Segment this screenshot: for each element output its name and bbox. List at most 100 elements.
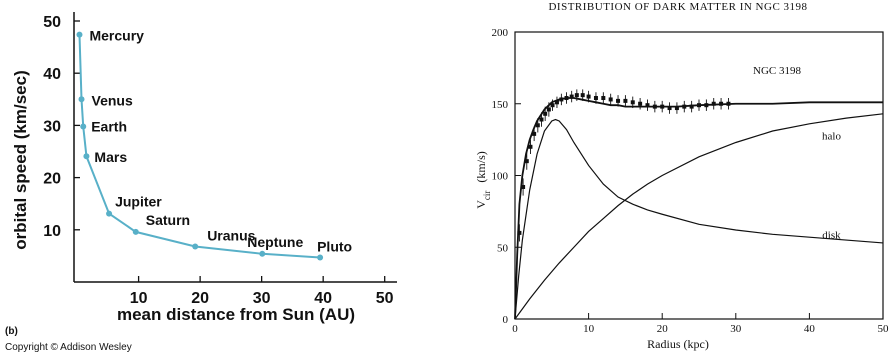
right-y-tick-label-3: 150 [492, 99, 509, 111]
observed-point-19 [608, 97, 613, 102]
left-x-tick-label-4: 50 [376, 290, 394, 307]
right-x-tick-label-5: 50 [878, 323, 890, 335]
observed-point-9 [550, 103, 555, 108]
observed-point-26 [660, 104, 665, 109]
planet-point-neptune [259, 250, 266, 257]
right-y-label-units: (km/s) [474, 151, 488, 182]
right-chart-title: DISTRIBUTION OF DARK MATTER IN NGC 3198 [548, 1, 807, 13]
observed-point-32 [704, 103, 709, 108]
observed-point-28 [674, 106, 679, 111]
left-y-tick-label-3: 40 [43, 66, 61, 83]
observed-point-24 [645, 103, 650, 108]
right-y-axis-label: Vcir (km/s) [474, 151, 492, 209]
left-y-axis-label: orbital speed (km/sec) [11, 70, 30, 250]
observed-point-12 [564, 96, 569, 101]
right-x-tick-label-3: 30 [730, 323, 742, 335]
planet-point-earth [80, 123, 87, 130]
planet-label-mars: Mars [94, 149, 127, 165]
planet-point-saturn [132, 228, 139, 235]
disk-label: disk [822, 230, 841, 242]
left-y-tick-label-2: 30 [43, 118, 61, 135]
right-plot-frame [514, 31, 884, 320]
halo-label: halo [822, 131, 841, 143]
orbital-speed-axes [73, 12, 397, 283]
left-y-tick-label-4: 50 [43, 14, 61, 31]
planet-point-venus [78, 96, 85, 103]
observed-point-13 [569, 94, 574, 99]
planet-label-venus: Venus [92, 92, 133, 108]
left-x-tick-label-1: 20 [191, 290, 209, 307]
planet-point-uranus [192, 243, 199, 250]
planet-point-pluto [317, 254, 324, 261]
observed-point-20 [616, 98, 621, 103]
figure-label: (b) [5, 326, 18, 337]
right-y-tick-label-1: 50 [497, 242, 509, 254]
right-x-tick-label-2: 20 [657, 323, 669, 335]
observed-point-15 [580, 93, 585, 98]
dark-matter-chart: DISTRIBUTION OF DARK MATTER IN NGC 3198 … [474, 1, 889, 351]
copyright-text: Copyright © Addison Wesley [5, 342, 132, 353]
observed-point-8 [546, 107, 551, 112]
left-x-tick-label-0: 10 [130, 290, 148, 307]
observed-point-34 [719, 101, 724, 106]
right-data-points [517, 89, 731, 242]
left-y-tick-label-0: 10 [43, 223, 61, 240]
right-x-tick-label-4: 40 [804, 323, 816, 335]
planet-points [76, 31, 324, 261]
observed-point-30 [689, 104, 694, 109]
planet-label-earth: Earth [91, 118, 127, 134]
observed-point-25 [652, 104, 657, 109]
right-y-tick-label-0: 0 [503, 314, 509, 326]
disk-curve [514, 118, 884, 320]
observed-point-27 [667, 106, 672, 111]
observed-point-6 [539, 117, 544, 122]
galaxy-label: NGC 3198 [753, 65, 801, 77]
right-x-axis-label: Radius (kpc) [647, 337, 709, 351]
right-y-tick-label-4: 200 [492, 27, 509, 39]
left-x-tick-label-2: 30 [253, 290, 271, 307]
observed-point-7 [543, 111, 548, 116]
left-y-tick-label-1: 20 [43, 171, 61, 188]
planet-label-pluto: Pluto [317, 238, 352, 254]
observed-point-29 [682, 104, 687, 109]
observed-point-10 [554, 100, 559, 105]
planet-label-saturn: Saturn [146, 212, 190, 228]
left-x-axis-label: mean distance from Sun (AU) [117, 305, 355, 324]
observed-point-0 [517, 230, 522, 235]
right-y-tick-label-2: 100 [492, 171, 509, 183]
observed-point-14 [574, 93, 579, 98]
planet-point-jupiter [106, 210, 113, 217]
right-x-tick-label-0: 0 [512, 323, 518, 335]
orbital-speed-chart: 10 20 30 40 50 10 20 30 40 50 Mercury Venus Earth Ma… [5, 12, 397, 353]
observed-point-5 [535, 123, 540, 128]
observed-point-22 [630, 100, 635, 105]
left-x-tick-label-3: 40 [314, 290, 332, 307]
observed-point-3 [528, 144, 533, 149]
planet-point-mercury [76, 31, 83, 38]
left-ticks: 10 20 30 40 50 10 20 30 40 50 [43, 14, 393, 307]
observed-point-18 [601, 96, 606, 101]
observed-point-17 [593, 96, 598, 101]
right-y-label-main: V [474, 200, 488, 209]
planet-label-jupiter: Jupiter [115, 194, 162, 210]
observed-point-33 [711, 101, 716, 106]
observed-point-1 [521, 184, 526, 189]
halo-curve [514, 113, 884, 320]
right-ticks: 0 10 20 30 40 50 0 50 100 150 200 [492, 27, 890, 335]
planet-point-mars [83, 153, 90, 160]
observed-point-23 [638, 101, 643, 106]
observed-point-35 [726, 101, 731, 106]
right-x-tick-label-1: 10 [583, 323, 595, 335]
right-y-label-sub: cir [482, 191, 492, 201]
planet-label-mercury: Mercury [89, 28, 144, 44]
orbital-speed-curve [78, 34, 321, 259]
observed-point-4 [532, 131, 537, 136]
planet-label-uranus: Uranus [207, 228, 255, 244]
observed-point-21 [623, 98, 628, 103]
planet-labels: Mercury Venus Earth Mars Jupiter Saturn Uranus… [89, 28, 352, 255]
planet-label-neptune: Neptune [247, 234, 303, 250]
observed-point-16 [586, 94, 591, 99]
observed-point-11 [559, 97, 564, 102]
